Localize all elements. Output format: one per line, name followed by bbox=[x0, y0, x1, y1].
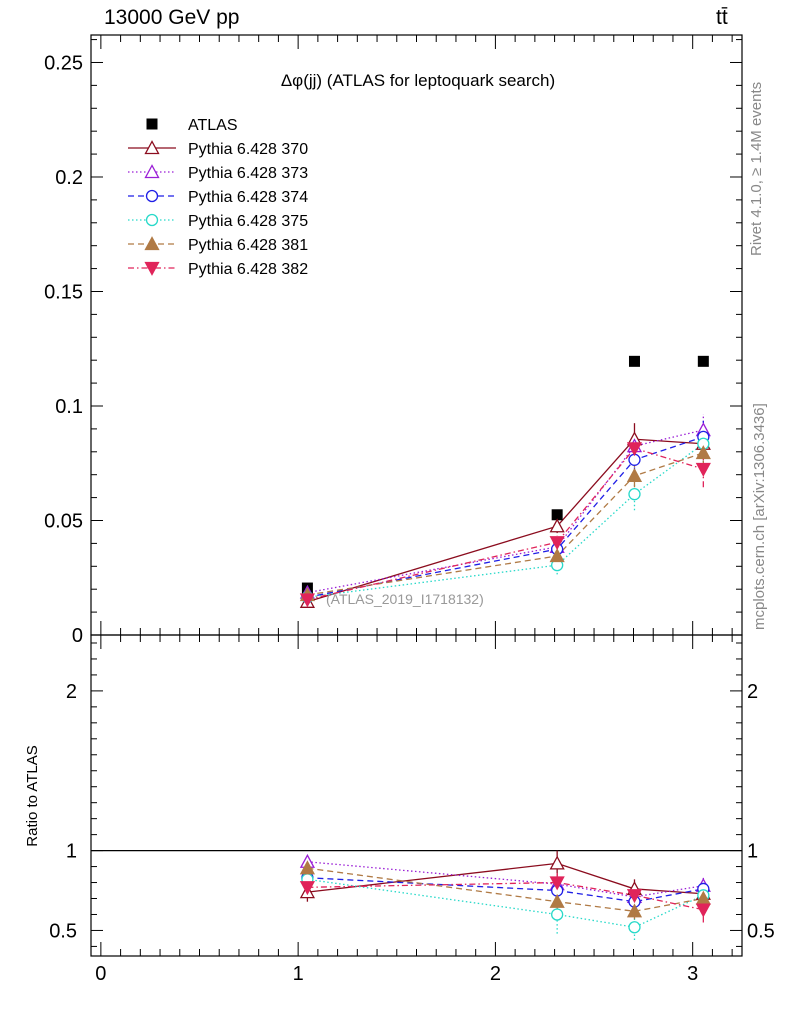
ratio-point-p375 bbox=[628, 921, 641, 934]
main-point-ATLAS bbox=[628, 355, 640, 367]
ratio-ylabel: Ratio to ATLAS bbox=[24, 745, 41, 846]
ratio-line-p375 bbox=[307, 878, 704, 928]
legend-marker-p374 bbox=[145, 189, 159, 203]
legend-marker-ATLAS bbox=[146, 118, 158, 130]
main-ytick-label: 0.15 bbox=[44, 281, 83, 303]
legend-label-p382: Pythia 6.428 382 bbox=[188, 261, 308, 278]
main-line-p375 bbox=[307, 443, 704, 598]
main-point-p381 bbox=[549, 548, 565, 563]
legend-label-p381: Pythia 6.428 381 bbox=[188, 237, 308, 254]
main-line-p373 bbox=[307, 429, 704, 594]
legend-marker-p382 bbox=[144, 261, 160, 276]
xtick-label: 2 bbox=[490, 963, 501, 985]
process-label: tt̄ bbox=[716, 6, 728, 29]
ratio-point-p382 bbox=[695, 903, 711, 918]
main-point-p382 bbox=[695, 462, 711, 477]
axis-ticks bbox=[91, 35, 742, 956]
legend-marker-p370 bbox=[144, 140, 160, 155]
legend-label-p375: Pythia 6.428 375 bbox=[188, 213, 308, 230]
ratio-line-p374 bbox=[307, 877, 704, 903]
main-ytick-label: 0.25 bbox=[44, 52, 83, 74]
main-line-p370 bbox=[307, 438, 704, 603]
main-point-ATLAS bbox=[697, 355, 709, 367]
legend-marker-p373 bbox=[144, 164, 160, 179]
ratio-panel-frame bbox=[90, 634, 743, 957]
ratio-point-p382 bbox=[626, 889, 643, 904]
error-bars bbox=[306, 414, 704, 941]
main-point-p370 bbox=[549, 518, 565, 533]
xtick-label: 3 bbox=[687, 963, 698, 985]
main-line-p381 bbox=[307, 452, 704, 596]
data-markers bbox=[299, 355, 711, 934]
main-ytick-label: 0.1 bbox=[55, 396, 83, 418]
ratio-point-p381 bbox=[299, 860, 315, 875]
rivet-label: Rivet 4.1.0, ≥ 1.4M events bbox=[748, 81, 765, 256]
mcplots-label: mcplots.cern.ch [arXiv:1306.3436] bbox=[751, 403, 768, 630]
main-ytick-label: 0.2 bbox=[55, 167, 83, 189]
ratio-point-p381 bbox=[626, 903, 643, 918]
ratio-line-p382 bbox=[307, 881, 704, 911]
ratio-ytick-label-right: 2 bbox=[747, 681, 758, 703]
legend-marker-p375 bbox=[145, 213, 159, 227]
xtick-label: 0 bbox=[95, 963, 106, 985]
ratio-ytick-label-right: 1 bbox=[747, 841, 758, 863]
main-ytick-label: 0.05 bbox=[44, 510, 83, 532]
ratio-point-p381 bbox=[549, 893, 565, 908]
series-lines bbox=[307, 429, 704, 928]
legend-label-p374: Pythia 6.428 374 bbox=[188, 189, 308, 206]
main-point-p381 bbox=[695, 445, 711, 460]
ratio-point-p370 bbox=[549, 855, 565, 870]
analysis-watermark: (ATLAS_2019_I1718132) bbox=[326, 591, 484, 607]
xtick-label: 1 bbox=[293, 963, 304, 985]
ratio-line-p373 bbox=[307, 861, 704, 898]
axis-labels: 0 0.05 0.1 0.15 0.2 0.25 0.5 0.5 1 1 2 2 0 1 2 3 Ratio t… bbox=[24, 52, 775, 985]
main-line-p374 bbox=[307, 436, 704, 598]
ratio-ytick-label: 1 bbox=[66, 841, 77, 863]
ratio-point-p375 bbox=[551, 908, 564, 921]
ratio-point-p382 bbox=[549, 876, 565, 891]
main-point-p375 bbox=[628, 488, 641, 501]
ratio-ytick-label: 2 bbox=[66, 681, 77, 703]
main-point-p382 bbox=[299, 593, 315, 608]
legend-label-p370: Pythia 6.428 370 bbox=[188, 141, 308, 158]
main-point-p382 bbox=[549, 536, 565, 551]
main-point-p381 bbox=[626, 467, 643, 482]
chart-title: Δφ(jj) (ATLAS for leptoquark search) bbox=[281, 71, 555, 90]
ratio-ytick-label: 0.5 bbox=[49, 920, 77, 942]
legend-marker-p381 bbox=[144, 236, 160, 251]
legend-label-p373: Pythia 6.428 373 bbox=[188, 165, 308, 182]
main-ytick-label: 0 bbox=[72, 625, 83, 647]
legend: ATLAS Pythia 6.428 370 Pythia 6.428 373 Pyt… bbox=[128, 117, 308, 278]
ratio-line-p370 bbox=[307, 862, 704, 895]
ratio-ytick-label-right: 0.5 bbox=[747, 920, 775, 942]
main-point-p382 bbox=[626, 442, 643, 457]
main-point-ATLAS bbox=[551, 509, 563, 521]
legend-label-ATLAS: ATLAS bbox=[188, 117, 238, 134]
main-line-p382 bbox=[307, 447, 704, 601]
energy-label: 13000 GeV pp bbox=[104, 6, 240, 29]
ratio-point-p382 bbox=[299, 881, 315, 896]
